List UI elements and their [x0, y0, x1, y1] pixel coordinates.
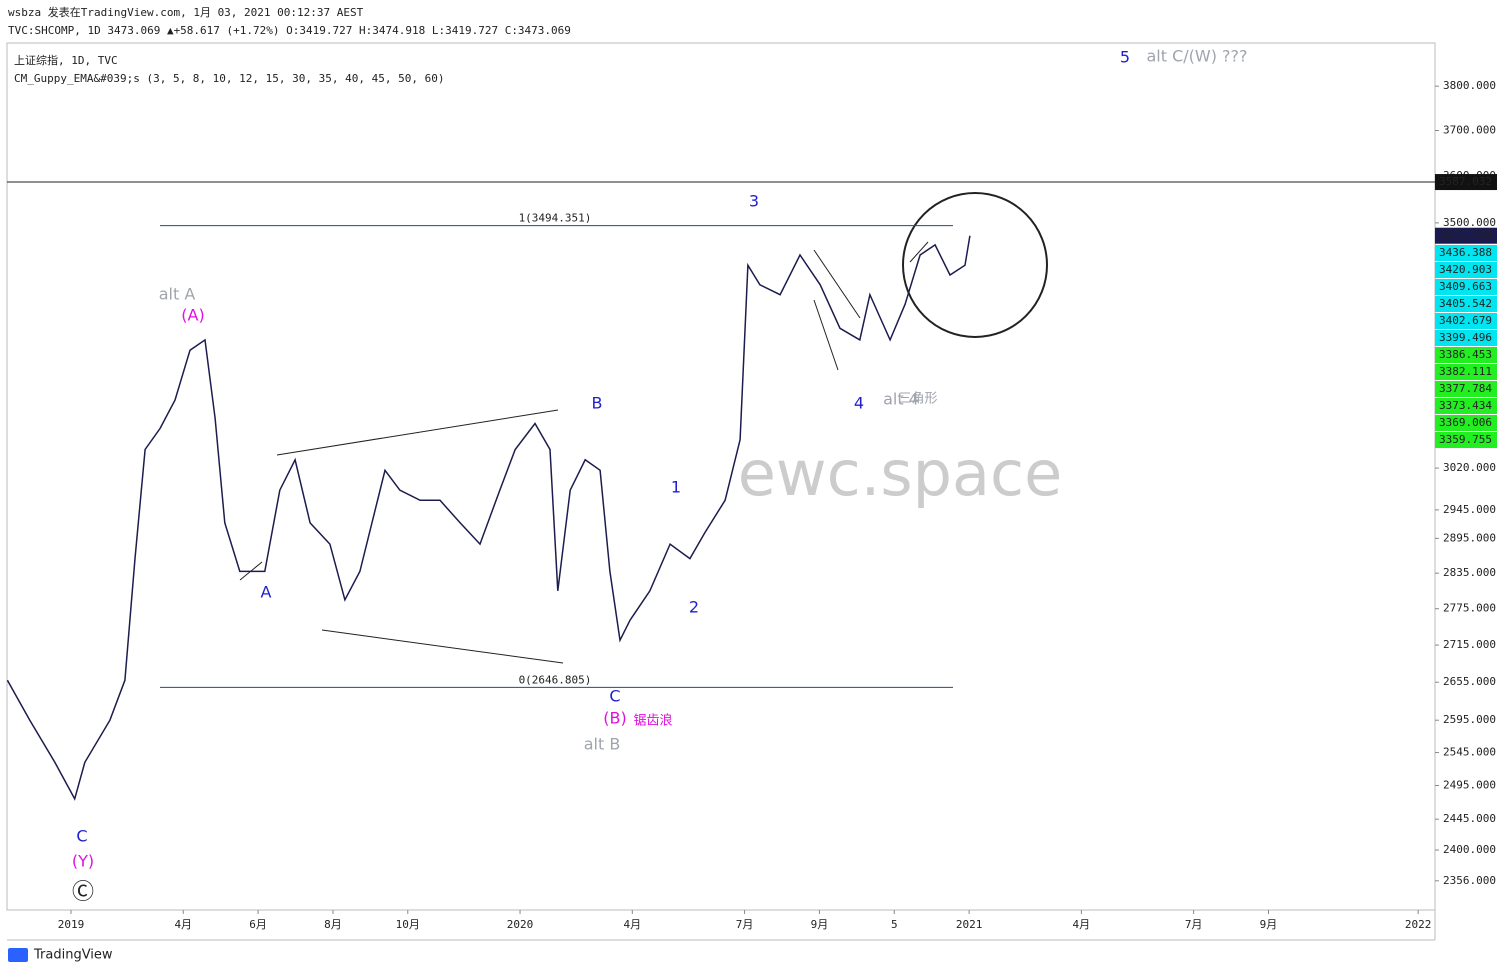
price-line: [6, 235, 971, 801]
x-tick-label: 6月: [249, 918, 267, 931]
price-tag: [1435, 227, 1497, 244]
x-tick-label: 2019: [58, 918, 85, 931]
y-tick-label: 2495.000: [1443, 779, 1496, 792]
annotation: 1: [671, 478, 681, 497]
x-tick-label: 5: [891, 918, 898, 931]
guppy-tag: [1435, 415, 1497, 431]
price-tag: [1435, 174, 1497, 191]
y-tick-label: 3700.000: [1443, 124, 1496, 137]
annotation: (Y): [72, 852, 94, 871]
brand: TradingView: [33, 948, 113, 963]
x-tick-label: 8月: [324, 918, 342, 931]
x-tick-label: 7月: [736, 918, 754, 931]
trend-lines: [239, 192, 1048, 664]
guppy-tag-label: 3405.542: [1439, 297, 1492, 310]
y-tick-label: 2595.000: [1443, 713, 1496, 726]
guppy-tag-label: 3386.453: [1439, 348, 1492, 361]
guppy-tag-label: 3369.006: [1439, 416, 1492, 429]
annotation: 2: [689, 598, 699, 617]
guppy-tag: [1435, 364, 1497, 380]
y-tick-label: 2655.000: [1443, 675, 1496, 688]
y-tick-label: 2715.000: [1443, 638, 1496, 651]
watermark: ewc.space: [738, 437, 1063, 510]
guppy-tag: [1435, 313, 1497, 329]
x-tick-label: 2022: [1405, 918, 1432, 931]
guppy-tag: [1435, 381, 1497, 397]
x-tick-label: 4月: [623, 918, 641, 931]
y-tick-label: 3500.000: [1443, 216, 1496, 229]
annotation: Ⓒ: [72, 880, 94, 905]
annotation: alt A: [159, 285, 196, 304]
y-tick-label: 3020.000: [1443, 461, 1496, 474]
brand-logo: [8, 948, 28, 962]
y-tick-label: 2775.000: [1443, 602, 1496, 615]
quote: TVC:SHCOMP, 1D 3473.069 ▲+58.617 (+1.72%…: [8, 24, 571, 37]
guppy-tag: [1435, 296, 1497, 312]
x-tick-label: 9月: [811, 918, 829, 931]
y-tick-label: 2545.000: [1443, 746, 1496, 759]
annotation: 4: [854, 394, 864, 413]
annotation: 5: [1120, 48, 1130, 67]
guppy-tag-label: 3373.434: [1439, 399, 1492, 412]
y-tick-label: 2400.000: [1443, 843, 1496, 856]
guppy-tag-label: 3420.903: [1439, 263, 1492, 276]
fib-label: 0(2646.805): [519, 673, 592, 686]
annotation: alt C/(W) ???: [1146, 47, 1247, 66]
guppy-tag-label: 3402.679: [1439, 314, 1492, 327]
x-tick-label: 7月: [1185, 918, 1203, 931]
price-tag-label: 3473.069: [1439, 229, 1492, 242]
annotation: 三角形: [898, 392, 937, 407]
guppy-tag-label: 3409.663: [1439, 280, 1492, 293]
y-tick-label: 3800.000: [1443, 79, 1496, 92]
guppy-tag: [1435, 262, 1497, 278]
annotation: B: [592, 394, 603, 413]
x-tick-label: 2020: [507, 918, 534, 931]
annotation: alt 4: [883, 390, 919, 409]
x-tick-label: 2021: [956, 918, 983, 931]
guppy-tag-label: 3399.496: [1439, 331, 1492, 344]
annotation: (A): [181, 306, 204, 325]
guppy-tag-label: 3359.755: [1439, 433, 1492, 446]
price-tag-label: 3587.032: [1439, 175, 1492, 188]
y-tick-label: 2356.000: [1443, 874, 1496, 887]
annotation: alt B: [584, 735, 621, 754]
y-tick-label: 2835.000: [1443, 566, 1496, 579]
annotation: 锯齿浪: [633, 714, 672, 729]
y-tick-label: 2445.000: [1443, 812, 1496, 825]
guppy-tag: [1435, 330, 1497, 346]
symbol: 上证综指, 1D, TVC: [14, 53, 118, 67]
guppy-tag: [1435, 245, 1497, 261]
publisher: wsbza 发表在TradingView.com, 1月 03, 2021 00…: [8, 5, 364, 19]
annotation: (B): [603, 709, 626, 728]
x-tick-label: 10月: [396, 918, 420, 931]
guppy-tag-label: 3382.111: [1439, 365, 1492, 378]
guppy-tag-label: 3377.784: [1439, 382, 1492, 395]
y-tick-label: 2895.000: [1443, 531, 1496, 544]
annotation: C: [609, 687, 620, 706]
x-tick-label: 4月: [174, 918, 192, 931]
x-tick-label: 4月: [1073, 918, 1091, 931]
annotation: 3: [749, 192, 759, 211]
guppy-tag: [1435, 432, 1497, 448]
guppy-tag: [1435, 279, 1497, 295]
y-tick-label: 2945.000: [1443, 503, 1496, 516]
guppy-tag-label: 3436.388: [1439, 246, 1492, 259]
indicator: CM_Guppy_EMA&#039;s (3, 5, 8, 10, 12, 15…: [14, 72, 444, 85]
annotation: A: [261, 583, 272, 602]
guppy-tag: [1435, 347, 1497, 363]
fib-label: 1(3494.351): [519, 212, 592, 225]
x-tick-label: 9月: [1260, 918, 1278, 931]
guppy-tag: [1435, 398, 1497, 414]
annotation: C: [76, 827, 87, 846]
